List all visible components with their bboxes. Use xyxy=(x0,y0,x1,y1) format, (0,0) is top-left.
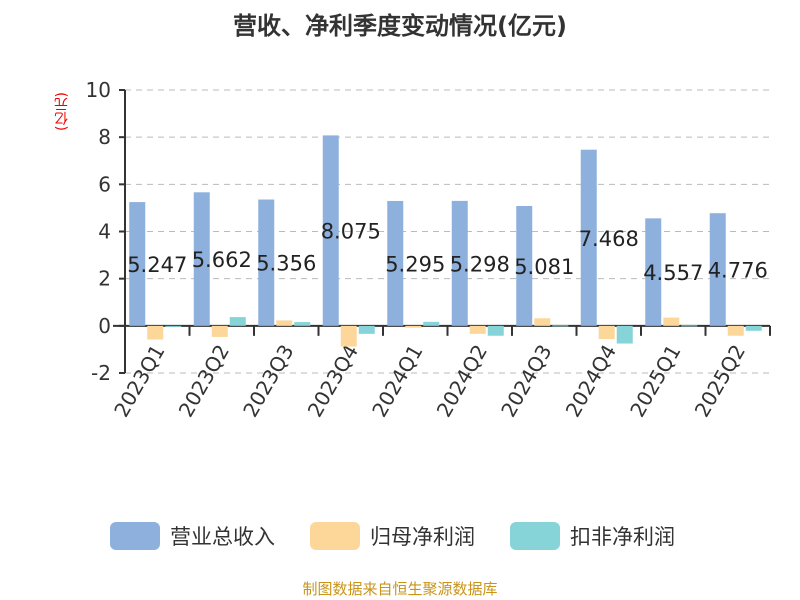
data-label: 5.356 xyxy=(256,252,316,276)
x-tick-label: 2023Q3 xyxy=(238,340,298,421)
bar-2 xyxy=(469,325,486,334)
bar-2 xyxy=(598,325,615,340)
bar-1 xyxy=(709,213,726,326)
bar-2 xyxy=(276,320,293,326)
bar-3 xyxy=(165,325,182,327)
y-tick-label: 0 xyxy=(98,314,111,338)
legend-label: 归母净利润 xyxy=(370,525,475,549)
bar-3 xyxy=(745,325,762,331)
x-tick-label: 2024Q2 xyxy=(432,340,492,421)
data-label: 5.247 xyxy=(127,253,187,277)
bar-2 xyxy=(147,325,164,340)
legend-label: 扣非净利润 xyxy=(570,525,675,549)
x-tick-label: 2025Q1 xyxy=(625,340,685,421)
bar-2 xyxy=(534,318,551,326)
bar-1 xyxy=(129,202,146,326)
bar-1 xyxy=(258,199,275,326)
legend-label: 营业总收入 xyxy=(170,525,275,549)
legend-swatch xyxy=(310,522,360,550)
bar-1 xyxy=(516,206,533,326)
bar-2 xyxy=(727,325,744,336)
data-label: 5.295 xyxy=(385,252,445,276)
bar-1 xyxy=(322,135,339,326)
data-label: 4.776 xyxy=(708,259,768,283)
data-label: 5.662 xyxy=(192,248,252,272)
bar-3 xyxy=(552,325,569,327)
bar-2 xyxy=(340,325,357,347)
legend-swatch xyxy=(110,522,160,550)
x-tick-label: 2023Q1 xyxy=(109,340,169,421)
y-tick-label: 10 xyxy=(86,78,111,102)
bar-3 xyxy=(229,317,246,326)
data-label: 8.075 xyxy=(321,220,381,244)
y-tick-label: 4 xyxy=(98,220,111,244)
x-tick-label: 2024Q4 xyxy=(561,340,621,421)
source-note: 制图数据来自恒生聚源数据库 xyxy=(302,580,498,598)
bar-3 xyxy=(616,325,633,344)
bar-3 xyxy=(358,325,375,334)
y-tick-label: 6 xyxy=(98,172,111,196)
x-tick-label: 2025Q2 xyxy=(690,340,750,421)
x-tick-label: 2023Q4 xyxy=(303,340,363,421)
y-tick-label: -2 xyxy=(91,361,111,385)
data-label: 4.557 xyxy=(643,261,703,285)
y-tick-label: 2 xyxy=(98,267,111,291)
bar-1 xyxy=(580,149,597,326)
bar-3 xyxy=(681,325,698,327)
legend-swatch xyxy=(510,522,560,550)
y-tick-label: 8 xyxy=(98,125,111,149)
bar-1 xyxy=(193,192,210,326)
bar-3 xyxy=(487,325,504,336)
bar-2 xyxy=(405,325,422,328)
bar-1 xyxy=(645,218,662,326)
bar-1 xyxy=(387,200,404,326)
data-label: 5.298 xyxy=(450,252,510,276)
data-label: 5.081 xyxy=(514,255,574,279)
bar-2 xyxy=(211,325,228,337)
data-label: 7.468 xyxy=(579,227,639,251)
chart-title: 营收、净利季度变动情况(亿元) xyxy=(233,12,567,40)
bar-1 xyxy=(451,200,468,326)
x-tick-label: 2024Q3 xyxy=(496,340,556,421)
x-tick-label: 2024Q1 xyxy=(367,340,427,421)
bar-2 xyxy=(663,317,680,326)
x-tick-label: 2023Q2 xyxy=(174,340,234,421)
bar-3 xyxy=(423,321,440,326)
bar-3 xyxy=(294,322,311,326)
